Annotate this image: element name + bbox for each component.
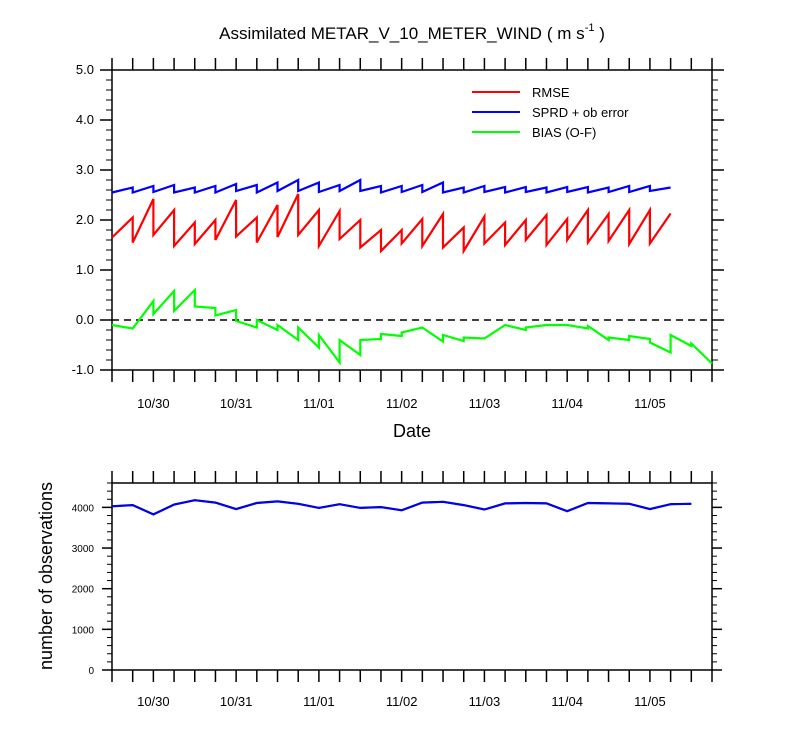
- bottom-ytick-label: 2000: [72, 585, 95, 596]
- legend-label: SPRD + ob error: [532, 105, 629, 120]
- legend-label: RMSE: [532, 85, 570, 100]
- bottom-xtick-label: 11/01: [303, 694, 335, 709]
- top-xtick-label: 11/04: [551, 396, 583, 411]
- bottom-xtick-label: 10/31: [220, 694, 253, 709]
- bottom-series-group: [111, 499, 692, 516]
- bottom-ytick-label: 0: [88, 666, 94, 677]
- bottom-ytick-label: 1000: [72, 625, 95, 636]
- legend: RMSE SPRD + ob error BIAS (O-F): [472, 85, 629, 140]
- y-axis-label: number of observations: [36, 482, 56, 670]
- top-series-group: [111, 178, 713, 366]
- bottom-plot-frame: [111, 482, 713, 671]
- bottom-axes: 10/30 10/31 11/01 11/02 11/03 11/04 11/05 0 1000…: [72, 471, 722, 709]
- top-ytick-label: -1.0: [72, 362, 94, 377]
- top-ytick-label: 2.0: [76, 212, 94, 227]
- bottom-ytick-label: 3000: [72, 544, 95, 555]
- bottom-xtick-label: 11/02: [386, 694, 418, 709]
- top-chart: Assimilated METAR_V_10_METER_WIND( m s-1…: [72, 22, 724, 441]
- obs-line-possible: [111, 499, 692, 516]
- bottom-chart: 10/30 10/31 11/01 11/02 11/03 11/04 11/05 0 1000…: [36, 471, 722, 709]
- top-ytick-label: 0.0: [76, 312, 94, 327]
- top-ytick-label: 4.0: [76, 112, 94, 127]
- top-ytick-label: 1.0: [76, 262, 94, 277]
- obs-line-used: [111, 499, 692, 516]
- chart-title: Assimilated METAR_V_10_METER_WIND( m s-1…: [219, 22, 605, 43]
- top-xtick-label: 11/05: [634, 396, 666, 411]
- bottom-ytick-label: 4000: [72, 503, 95, 514]
- x-axis-label: Date: [393, 421, 431, 441]
- top-xtick-label: 11/03: [469, 396, 501, 411]
- bottom-xtick-label: 11/03: [469, 694, 501, 709]
- legend-label: BIAS (O-F): [532, 125, 596, 140]
- top-xtick-label: 11/01: [303, 396, 335, 411]
- top-xtick-label: 10/31: [220, 396, 253, 411]
- top-ytick-label: 3.0: [76, 162, 94, 177]
- top-xtick-label: 10/30: [137, 396, 170, 411]
- top-axes: 10/30 10/31 11/01 11/02 11/03 11/04 11/05 -1.0 0…: [72, 58, 724, 411]
- bottom-xtick-label: 11/05: [634, 694, 666, 709]
- series-line-rmse: [111, 193, 672, 255]
- series-line-bias-o-f: [111, 287, 713, 366]
- top-ytick-label: 5.0: [76, 62, 94, 77]
- top-xtick-label: 11/02: [386, 396, 418, 411]
- bottom-xtick-label: 11/04: [551, 694, 583, 709]
- series-line-sprd-ob-error: [111, 178, 671, 195]
- bottom-xtick-label: 10/30: [137, 694, 170, 709]
